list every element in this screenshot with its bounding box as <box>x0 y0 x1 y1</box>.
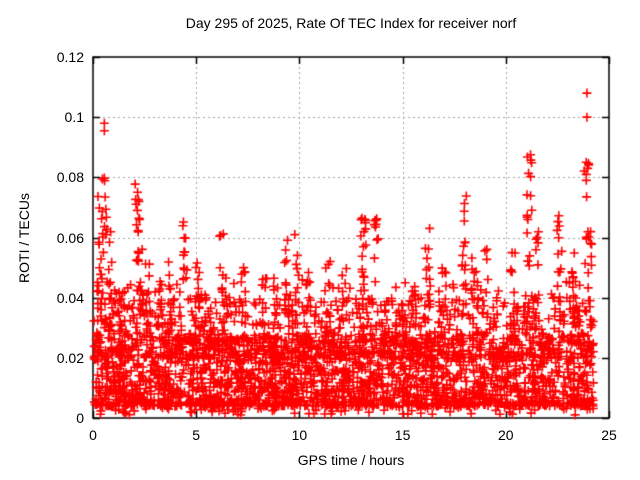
y-tick-label: 0.04 <box>56 289 84 306</box>
chart-title: Day 295 of 2025, Rate Of TEC Index for r… <box>185 15 517 31</box>
y-tick-label: 0.12 <box>56 49 84 65</box>
x-tick-label: 0 <box>89 427 97 443</box>
x-tick-label: 25 <box>601 427 617 443</box>
y-tick-label: 0 <box>76 410 84 426</box>
x-axis-label: GPS time / hours <box>297 452 405 468</box>
x-tick-label: 5 <box>192 427 201 443</box>
y-tick-label: 0.06 <box>56 229 84 246</box>
y-tick-label: 0.08 <box>56 169 84 186</box>
y-tick-label: 0.02 <box>56 349 84 366</box>
x-tick-label: 20 <box>498 427 514 443</box>
y-tick-label: 0.1 <box>64 109 84 126</box>
x-tick-label: 15 <box>394 427 411 443</box>
x-tick-label: 10 <box>291 427 308 443</box>
